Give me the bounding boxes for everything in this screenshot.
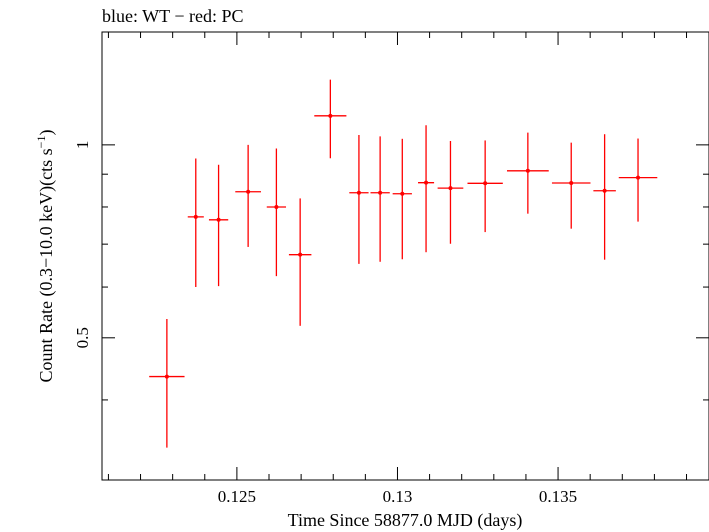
y-axis-title-main: Count Rate (0.3−10.0 keV)(cts s [36,148,57,382]
data-point [187,158,204,288]
data-marker [378,190,383,195]
data-marker [569,180,574,185]
ticks-layer: 0.125 0.13 0.135 0.5 1 [73,32,709,506]
y-tick-label: 1 [73,141,92,150]
y-axis-title-end: ) [36,130,57,136]
data-point [467,140,503,233]
x-tick-label: 0.125 [218,487,256,506]
data-point [288,198,312,326]
data-point [349,135,369,264]
data-point [551,142,591,229]
data-point [418,125,435,253]
data-marker [483,181,488,186]
data-point [314,79,347,159]
data-point [437,140,464,244]
x-axis-title: Time Since 58877.0 MJD (days) [288,510,523,531]
data-marker [328,113,333,118]
data-marker [164,374,169,379]
data-marker [298,252,303,257]
data-marker [525,168,530,173]
data-marker [246,189,251,194]
data-marker [193,214,198,219]
data-point [370,136,390,262]
data-point [149,318,185,448]
data-marker [356,190,361,195]
x-tick-label: 0.13 [383,487,413,506]
data-marker [424,180,429,185]
data-layer [149,79,658,448]
y-axis-title: Count Rate (0.3−10.0 keV)(cts s−1) [34,130,57,383]
data-marker [400,191,405,196]
data-marker [636,175,641,180]
data-marker [274,204,279,209]
y-axis-title-sup: −1 [34,136,48,149]
data-marker [448,186,453,191]
chart-title: blue: WT − red: PC [102,6,243,26]
data-point [392,138,412,260]
data-point [618,138,658,222]
data-point [208,164,229,287]
x-tick-label: 0.135 [539,487,577,506]
data-point [593,134,616,260]
data-marker [216,217,221,222]
data-point [235,144,261,247]
plot-frame [101,31,709,481]
y-tick-label: 0.5 [73,327,92,348]
data-point [266,148,287,277]
data-marker [602,188,607,193]
data-point [506,132,549,214]
